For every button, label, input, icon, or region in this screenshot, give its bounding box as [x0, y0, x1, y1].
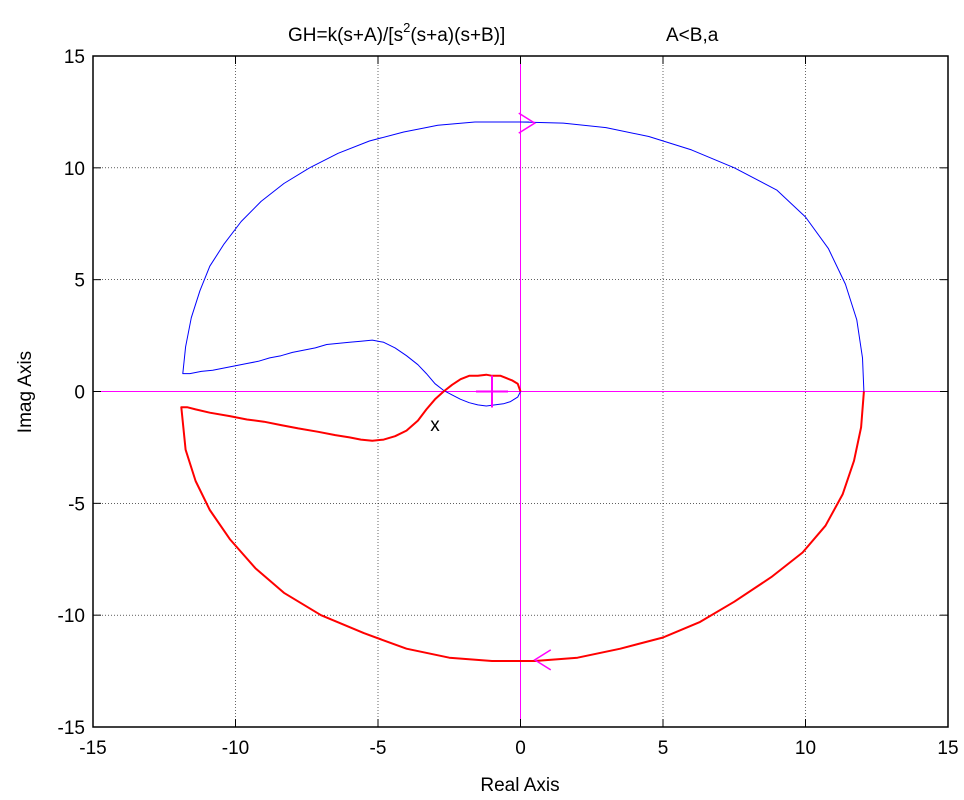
y-tick-label: 0 [74, 383, 85, 404]
series-line-2 [180, 373, 865, 662]
x-axis-label: Real Axis [480, 775, 559, 796]
chart-title: GH=k(s+A)/[s2(s+a)(s+B)] [288, 20, 505, 46]
y-tick-label: 15 [64, 47, 85, 68]
x-tick-label: -5 [370, 738, 387, 759]
pole-annotation: x [430, 415, 440, 436]
x-tick-label: 5 [658, 738, 669, 759]
x-tick-label: 10 [795, 738, 816, 759]
title-superscript: 2 [403, 20, 410, 35]
y-tick-label: -15 [58, 718, 85, 739]
x-tick-label: 0 [515, 738, 526, 759]
title-tail: (s+a)(s+B)] [410, 25, 505, 46]
direction-arrow [518, 112, 537, 134]
y-axis-label: Imag Axis [15, 351, 36, 433]
markers [476, 112, 552, 671]
y-tick-label: -10 [58, 606, 85, 627]
series-line-1 [182, 121, 865, 407]
y-tick-label: 10 [64, 159, 85, 180]
y-tick-label: 5 [74, 271, 85, 292]
direction-arrow [533, 649, 552, 671]
x-tick-label: 15 [937, 738, 958, 759]
chart-title-condition: A<B,a [666, 25, 719, 46]
x-tick-label: -10 [222, 738, 249, 759]
x-tick-label: -15 [79, 738, 106, 759]
y-tick-label: -5 [68, 494, 85, 515]
ticks: -15 -10 -5 0 5 10 15 -15 -10 -5 0 5 10 15 [58, 47, 959, 759]
series-group [180, 121, 865, 662]
